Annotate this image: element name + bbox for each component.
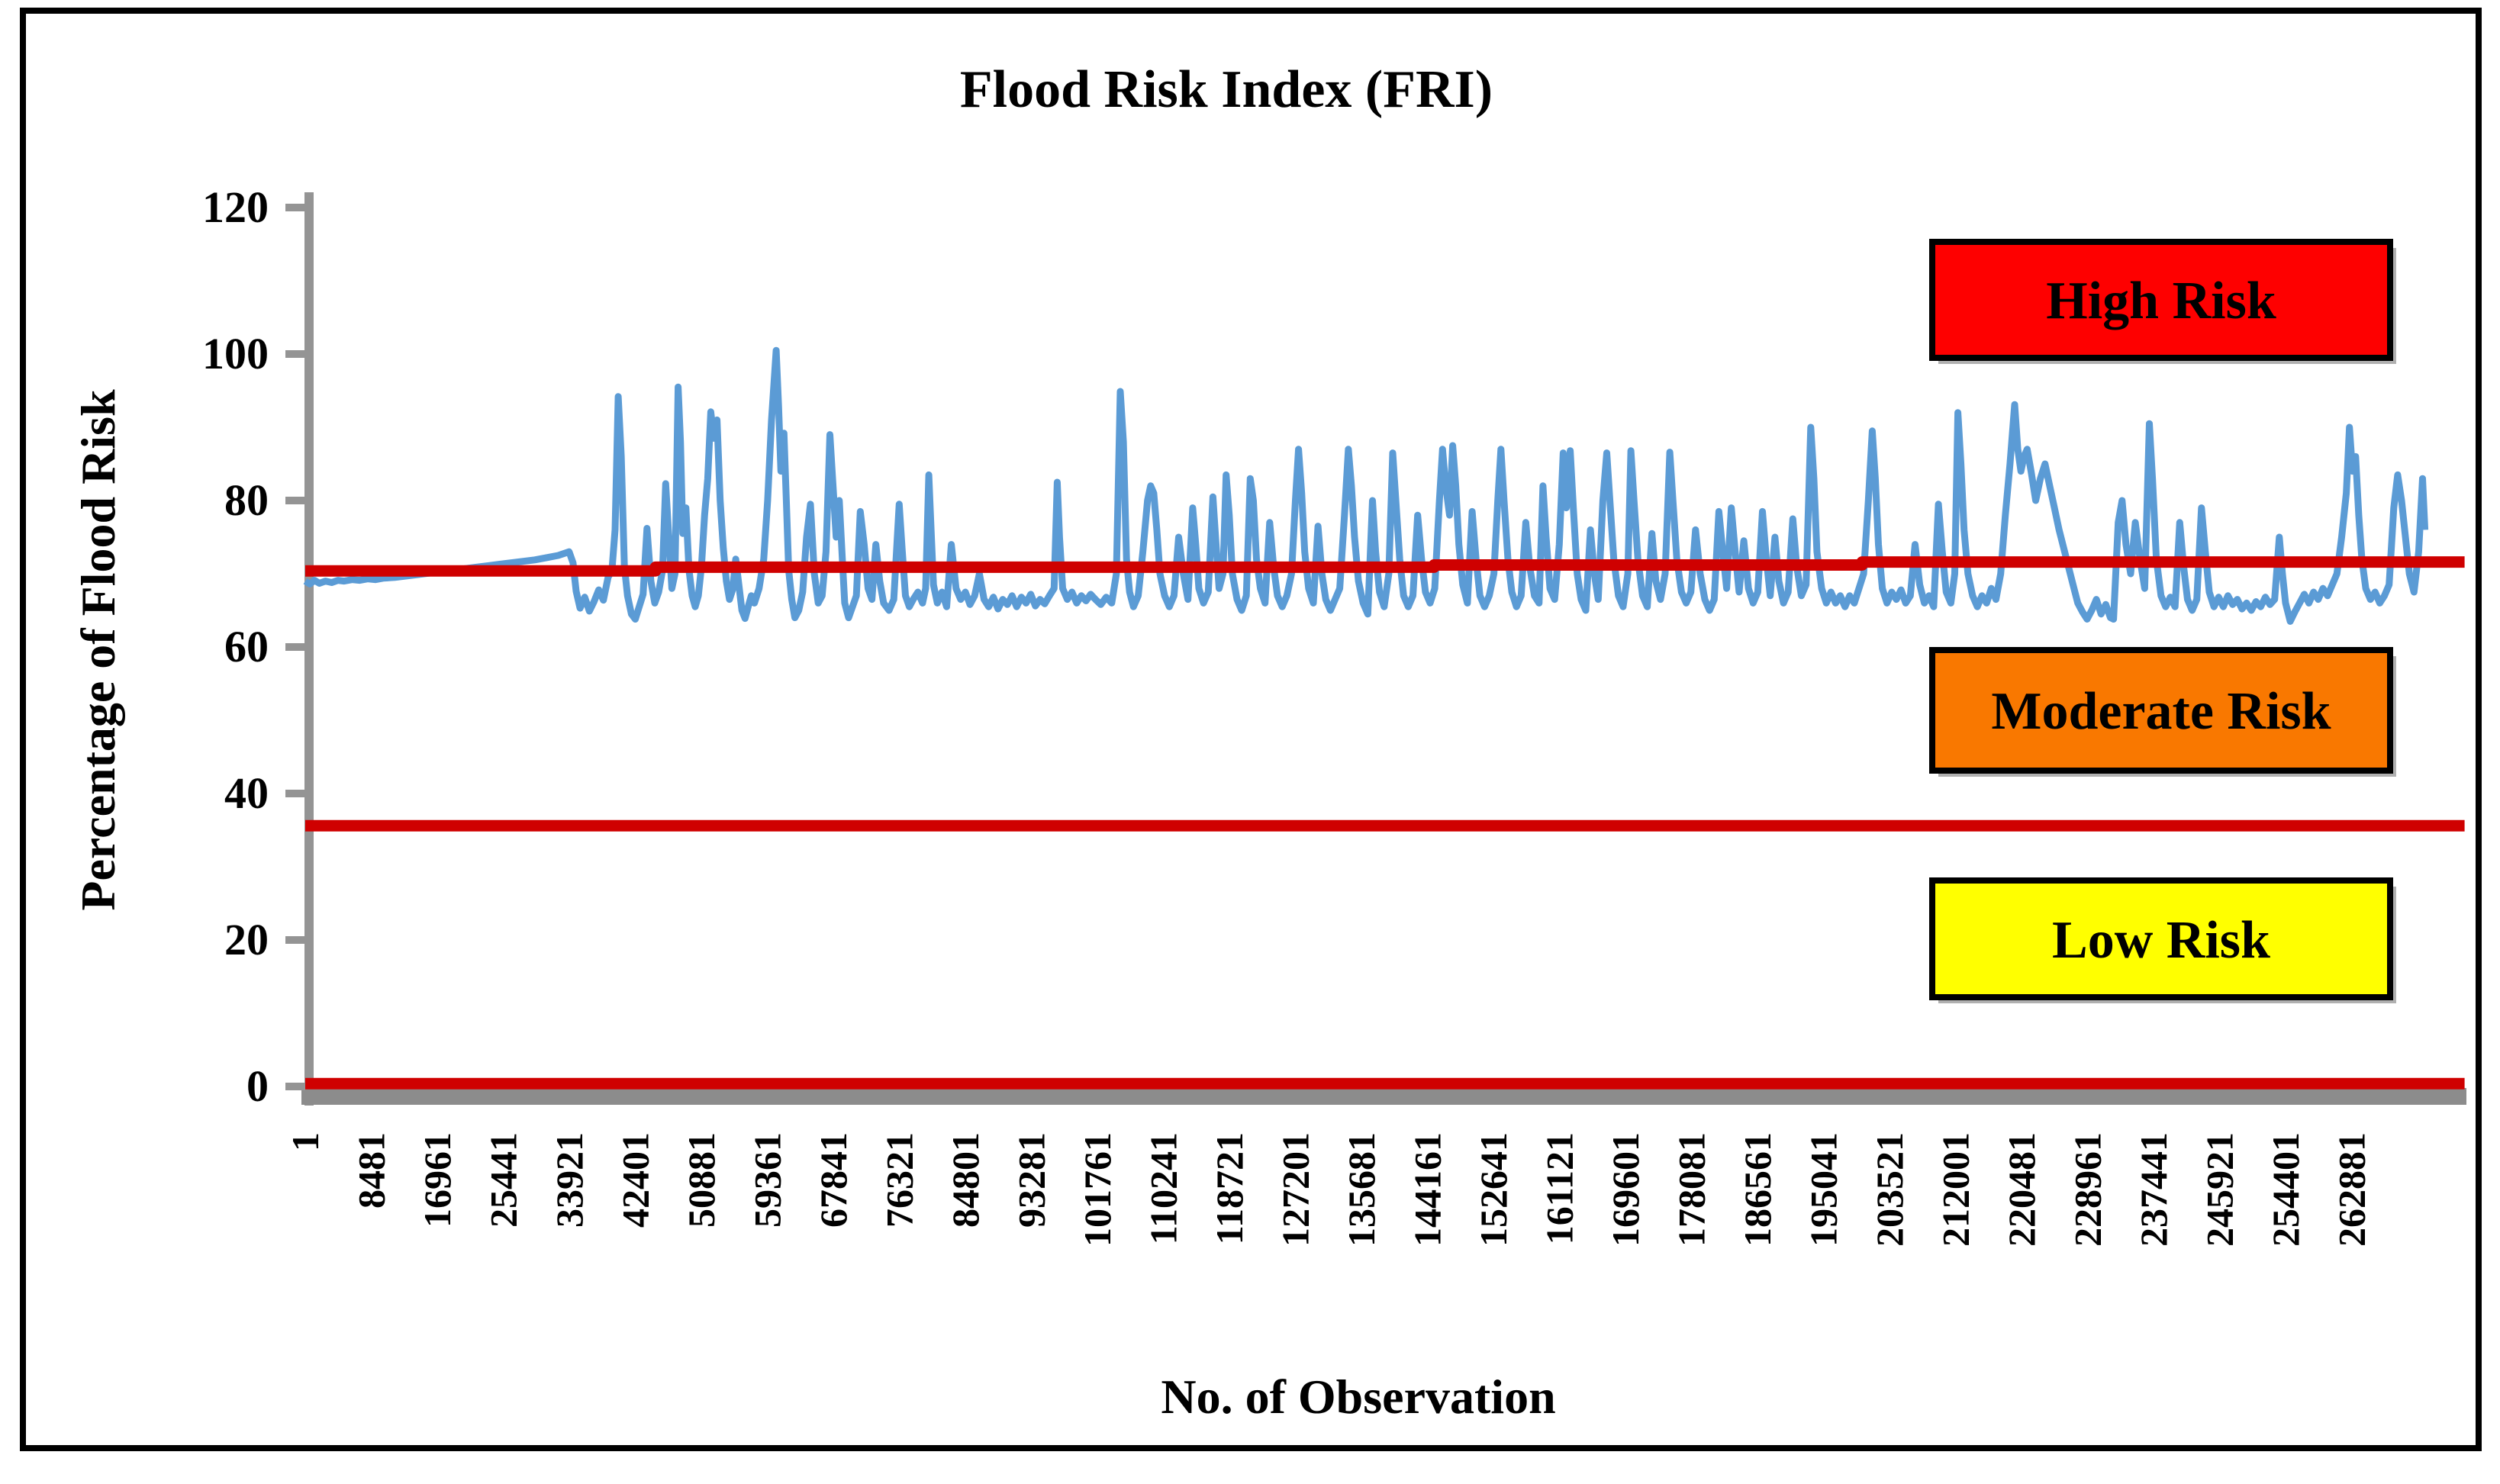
y-tick-label: 40: [224, 768, 269, 818]
x-axis-ticks: 1 8481 16961 25441 33921 42401 50881 59361 67841…: [284, 1132, 2373, 1247]
x-tick-label: 8481: [350, 1132, 393, 1209]
y-tick-label: 60: [224, 622, 269, 671]
low-risk-label: Low Risk: [2052, 911, 2270, 970]
plot-area: [303, 346, 2465, 1090]
fri-series-line: [303, 346, 2429, 625]
x-tick-label: 144161: [1406, 1132, 1449, 1247]
low-risk-box: [1929, 877, 2393, 1000]
x-tick-label: 101761: [1076, 1132, 1119, 1247]
y-tick: [285, 936, 305, 944]
legend-item-high-risk: High Risk: [1929, 239, 2396, 364]
y-tick-label: 0: [246, 1061, 269, 1111]
x-axis-title: No. of Observation: [1161, 1370, 1555, 1424]
x-tick-label: 195041: [1803, 1132, 1845, 1247]
x-tick-label: 110241: [1142, 1132, 1185, 1244]
chart-border: [20, 8, 2482, 1451]
x-axis-line: [301, 1088, 2466, 1105]
x-tick-label: 50881: [680, 1132, 723, 1228]
legend: High Risk Moderate Risk Low Risk: [1929, 239, 2396, 1003]
x-tick-label: 67841: [812, 1132, 855, 1228]
y-tick: [285, 643, 305, 651]
x-tick-label: 262881: [2331, 1132, 2373, 1247]
high-risk-box: [1929, 239, 2393, 361]
x-tick-label: 254401: [2264, 1132, 2307, 1247]
chart-title: Flood Risk Index (FRI): [960, 60, 1493, 119]
x-tick-label: 76321: [878, 1132, 921, 1228]
y-axis-title: Percentage of Flood Risk: [71, 389, 125, 911]
x-tick-label: 178081: [1670, 1132, 1713, 1247]
x-tick-label: 25441: [482, 1132, 525, 1228]
x-tick-label: 220481: [2000, 1132, 2043, 1247]
x-tick-label: 203521: [1868, 1132, 1911, 1247]
legend-item-moderate-risk: Moderate Risk: [1929, 647, 2396, 777]
threshold-line-high-moderate-boundary: [305, 556, 2465, 577]
x-tick-label: 42401: [614, 1132, 657, 1228]
x-tick-label: 127201: [1274, 1132, 1317, 1247]
moderate-risk-box: [1929, 647, 2393, 774]
legend-item-low-risk: Low Risk: [1929, 877, 2396, 1003]
x-tick-label: 59361: [746, 1132, 789, 1228]
y-axis-line: [304, 192, 314, 1106]
x-tick-label: 16961: [416, 1132, 459, 1228]
x-tick-label: 161121: [1538, 1132, 1581, 1244]
x-tick-label: 84801: [944, 1132, 987, 1228]
x-tick-label: 186561: [1736, 1132, 1779, 1247]
x-tick-label: 245921: [2199, 1132, 2241, 1247]
x-tick-label: 33921: [548, 1132, 591, 1228]
y-tick-label: 100: [202, 329, 269, 378]
x-tick-label: 93281: [1010, 1132, 1053, 1228]
x-tick-label: 212001: [1935, 1132, 1977, 1247]
high-risk-label: High Risk: [2046, 272, 2276, 330]
y-tick: [285, 350, 305, 358]
y-axis-ticks: 0 20 40 60 80 100 120: [202, 182, 305, 1111]
axis-lines: [301, 192, 2466, 1106]
y-tick: [285, 204, 305, 211]
x-tick-label: 169601: [1604, 1132, 1647, 1247]
x-tick-label: 228961: [2067, 1132, 2109, 1247]
y-tick: [285, 790, 305, 797]
y-tick-label: 20: [224, 915, 269, 964]
moderate-risk-label: Moderate Risk: [1991, 682, 2331, 741]
x-tick-label: 152641: [1472, 1132, 1515, 1247]
x-tick-label: 237441: [2132, 1132, 2175, 1247]
x-tick-label: 1: [284, 1132, 327, 1151]
x-tick-label: 135681: [1340, 1132, 1383, 1247]
x-tick-label: 118721: [1208, 1132, 1251, 1244]
y-tick: [285, 497, 305, 504]
y-tick: [285, 1083, 305, 1090]
y-tick-label: 80: [224, 475, 269, 525]
y-tick-label: 120: [202, 182, 269, 232]
